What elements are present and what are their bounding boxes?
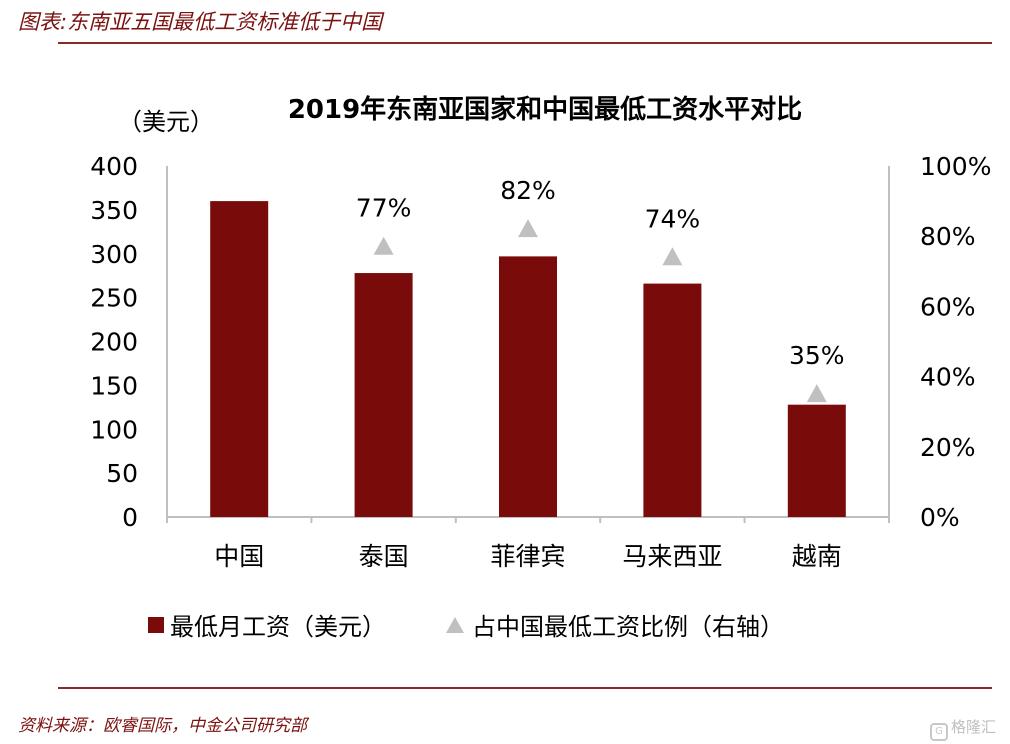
x-tick-label: 马来西亚 bbox=[622, 542, 722, 571]
watermark-logo-icon: G bbox=[930, 723, 948, 741]
source-note: 资料来源：欧睿国际，中金公司研究部 bbox=[18, 716, 307, 736]
ratio-markers: 77% 82% 74% 35% bbox=[356, 176, 845, 403]
bar-4 bbox=[643, 283, 702, 517]
y2-tick-label: 100% bbox=[920, 152, 991, 181]
x-tick-label: 越南 bbox=[792, 542, 842, 571]
x-tick-label: 中国 bbox=[214, 542, 264, 571]
y2-tick-label: 20% bbox=[920, 433, 976, 462]
y-tick-label: 50 bbox=[106, 459, 138, 488]
bars bbox=[210, 201, 846, 517]
y-tick-label: 300 bbox=[90, 240, 138, 269]
legend: 最低月工资（美元） 占中国最低工资比例（右轴） bbox=[148, 607, 784, 642]
bottom-divider bbox=[58, 687, 992, 689]
y2-tick-label: 80% bbox=[920, 222, 976, 251]
legend-label-bar: 最低月工资（美元） bbox=[170, 613, 386, 641]
chart-title: 2019年东南亚国家和中国最低工资水平对比 bbox=[288, 94, 802, 125]
x-tick-label: 菲律宾 bbox=[490, 542, 565, 571]
legend-swatch-triangle bbox=[446, 616, 464, 633]
bar-3 bbox=[499, 256, 557, 517]
y-tick-label: 350 bbox=[90, 196, 138, 225]
y2-tick-label: 0% bbox=[920, 503, 960, 532]
y2-tick-label: 60% bbox=[920, 292, 976, 321]
y-tick-label: 150 bbox=[90, 371, 138, 400]
y-tick-label: 100 bbox=[90, 415, 138, 444]
tick-labels: 0 50 100 150 200 250 300 350 400 0% 20% 40% 60% 80% 10… bbox=[90, 152, 991, 571]
y-tick-label: 400 bbox=[90, 152, 138, 181]
y2-tick-label: 40% bbox=[920, 363, 976, 392]
bar-5 bbox=[787, 404, 846, 517]
ratio-marker bbox=[518, 219, 538, 238]
ratio-marker bbox=[373, 236, 394, 255]
y-tick-label: 200 bbox=[90, 328, 138, 357]
data-label: 74% bbox=[645, 204, 701, 233]
legend-label-ratio: 占中国最低工资比例（右轴） bbox=[472, 613, 784, 641]
chart: 2019年东南亚国家和中国最低工资水平对比 （美元） 77%82%74%35% … bbox=[90, 94, 991, 571]
ratio-marker bbox=[662, 247, 683, 266]
bar-1 bbox=[210, 201, 269, 517]
legend-item-bar: 最低月工资（美元） bbox=[148, 607, 386, 642]
watermark: G 格隆汇 bbox=[930, 716, 996, 741]
y-tick-label: 250 bbox=[90, 284, 138, 313]
ratio-marker bbox=[806, 384, 827, 403]
data-label: 35% bbox=[789, 341, 845, 370]
data-label: 77% bbox=[356, 194, 412, 223]
legend-item-ratio: 占中国最低工资比例（右轴） bbox=[446, 607, 784, 642]
data-label: 82% bbox=[500, 176, 556, 205]
top-divider bbox=[58, 42, 992, 44]
bar-2 bbox=[354, 273, 413, 517]
watermark-text: 格隆汇 bbox=[951, 718, 997, 736]
y-tick-label: 0 bbox=[122, 503, 138, 532]
x-tick-label: 泰国 bbox=[359, 542, 409, 571]
header-title: 图表:东南亚五国最低工资标准低于中国 bbox=[18, 10, 383, 34]
legend-swatch-bar bbox=[148, 616, 164, 633]
y-axis-unit-label: （美元） bbox=[118, 108, 214, 136]
